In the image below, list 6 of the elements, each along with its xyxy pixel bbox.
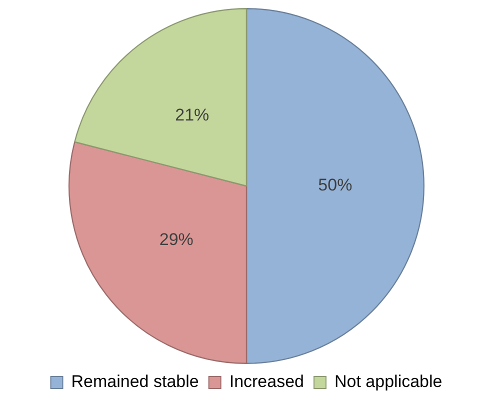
legend-label: Remained stable (71, 372, 199, 392)
legend-label: Not applicable (334, 372, 442, 392)
data-label: 50% (318, 176, 352, 195)
data-label: 29% (159, 230, 194, 250)
legend-label: Increased (229, 372, 304, 392)
data-label: 21% (175, 106, 210, 125)
